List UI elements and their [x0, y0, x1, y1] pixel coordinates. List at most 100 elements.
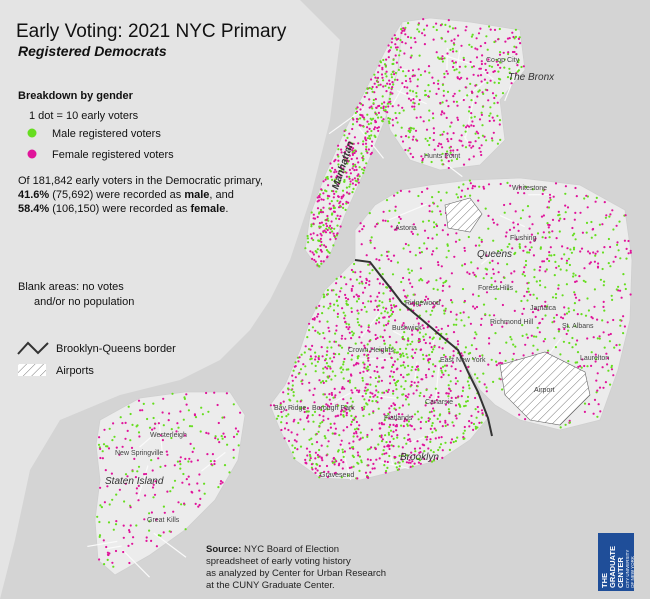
- voter-dot: [433, 148, 436, 151]
- voter-dot: [480, 62, 483, 66]
- voter-dot: [318, 406, 321, 409]
- voter-dot: [325, 227, 328, 230]
- voter-dot: [563, 313, 566, 316]
- voter-dot: [450, 121, 453, 124]
- voter-dot: [540, 215, 544, 218]
- voter-dot: [484, 313, 487, 316]
- voter-dot: [342, 410, 345, 413]
- voter-dot: [395, 117, 398, 120]
- voter-dot: [320, 240, 323, 243]
- voter-dot: [554, 260, 557, 263]
- voter-dot: [213, 462, 216, 466]
- voter-dot: [179, 410, 182, 413]
- voter-dot: [439, 213, 443, 216]
- voter-dot: [402, 289, 405, 292]
- voter-dot: [339, 275, 343, 278]
- voter-dot: [346, 162, 349, 165]
- voter-dot: [437, 395, 440, 398]
- voter-dot: [228, 471, 231, 474]
- voter-dot: [435, 233, 438, 236]
- voter-dot: [538, 322, 541, 325]
- voter-dot: [450, 137, 453, 141]
- road: [122, 549, 150, 578]
- voter-dot: [487, 214, 490, 217]
- voter-dot: [470, 146, 473, 149]
- voter-dot: [536, 348, 539, 351]
- voter-dot: [367, 359, 370, 362]
- voter-dot: [492, 131, 495, 134]
- voter-dot: [388, 117, 392, 120]
- voter-dot: [321, 312, 324, 315]
- voter-dot: [396, 436, 399, 439]
- voter-dot: [579, 250, 582, 253]
- voter-dot: [350, 289, 353, 292]
- voter-dot: [371, 400, 374, 403]
- voter-dot: [564, 185, 568, 188]
- voter-dot: [217, 486, 220, 489]
- voter-dot: [219, 482, 222, 485]
- voter-dot: [363, 353, 366, 356]
- voter-dot: [376, 357, 379, 360]
- voter-dot: [425, 247, 428, 250]
- voter-dot: [609, 265, 612, 268]
- source-label: Source:: [206, 544, 241, 555]
- voter-dot: [302, 407, 305, 410]
- voter-dot: [311, 326, 314, 329]
- voter-dot: [327, 307, 330, 310]
- voter-dot: [455, 232, 458, 235]
- voter-dot: [365, 254, 368, 257]
- voter-dot: [393, 407, 396, 410]
- voter-dot: [387, 258, 390, 261]
- voter-dot: [406, 294, 409, 297]
- voter-dot: [424, 373, 428, 377]
- voter-dot: [441, 289, 444, 292]
- voter-dot: [407, 136, 410, 139]
- voter-dot: [356, 451, 359, 454]
- voter-dot: [426, 281, 429, 284]
- voter-dot: [129, 439, 132, 442]
- voter-dot: [603, 246, 606, 249]
- voter-dot: [411, 329, 414, 332]
- voter-dot: [445, 99, 448, 102]
- voter-dot: [536, 326, 539, 329]
- voter-dot: [311, 443, 314, 446]
- voter-dot: [441, 60, 444, 63]
- voter-dot: [478, 118, 482, 121]
- voter-dot: [358, 469, 361, 472]
- voter-dot: [316, 207, 320, 210]
- voter-dot: [403, 420, 406, 423]
- voter-dot: [595, 196, 598, 199]
- voter-dot: [563, 327, 566, 331]
- voter-dot: [293, 439, 296, 442]
- voter-dot: [523, 295, 526, 298]
- voter-dot: [400, 353, 403, 357]
- voter-dot: [380, 73, 384, 76]
- voter-dot: [583, 410, 587, 413]
- voter-dot: [153, 493, 157, 496]
- voter-dot: [614, 255, 617, 258]
- voter-dot: [167, 419, 170, 422]
- voter-dot: [157, 422, 160, 425]
- voter-dot: [380, 116, 383, 119]
- voter-dot: [478, 67, 481, 70]
- voter-dot: [300, 353, 303, 356]
- voter-dot: [394, 462, 397, 465]
- voter-dot: [191, 450, 194, 453]
- voter-dot: [217, 421, 220, 425]
- voter-dot: [366, 403, 369, 406]
- voter-dot: [313, 217, 317, 220]
- voter-dot: [324, 366, 327, 369]
- voter-dot: [447, 19, 450, 22]
- voter-dot: [358, 166, 361, 169]
- voter-dot: [440, 376, 443, 379]
- voter-dot: [464, 346, 467, 349]
- voter-dot: [384, 72, 387, 75]
- voter-dot: [366, 475, 369, 479]
- voter-dot: [437, 87, 440, 90]
- voter-dot: [355, 157, 359, 160]
- voter-dot: [388, 411, 391, 414]
- voter-dot: [165, 450, 168, 453]
- voter-dot: [404, 74, 407, 78]
- voter-dot: [516, 64, 519, 67]
- voter-dot: [419, 116, 422, 119]
